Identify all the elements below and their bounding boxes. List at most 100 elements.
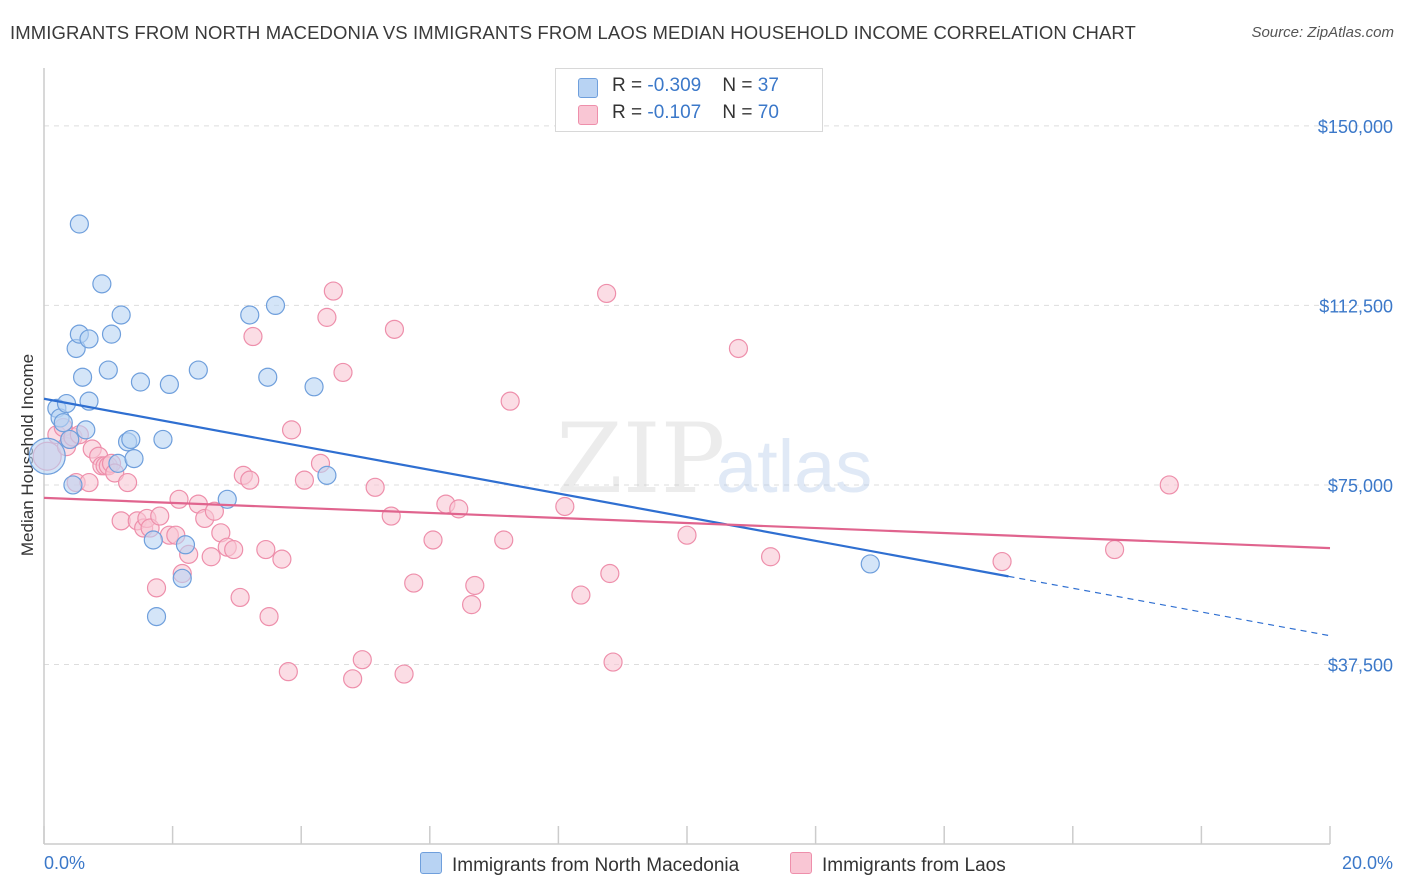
y-axis-label: Median Household Income [18, 354, 37, 556]
north-macedonia-point [108, 453, 128, 473]
north-macedonia-point [79, 329, 99, 349]
laos-point [728, 338, 749, 359]
laos-point [343, 669, 363, 689]
laos-point [323, 281, 343, 301]
y-tick-label: $75,000 [1328, 476, 1393, 496]
north-macedonia-point [130, 372, 151, 392]
gridlines [44, 125, 1394, 665]
legend-row-north-macedonia: R = -0.309 N = 37 [556, 73, 822, 101]
north-macedonia-point [98, 360, 118, 380]
laos-point [240, 470, 260, 490]
y-tick-label: $112,500 [1319, 296, 1393, 316]
series-north-macedonia-points [28, 214, 880, 627]
laos-point [1104, 539, 1125, 560]
source-label: Source: ZipAtlas.com [1251, 24, 1394, 41]
north-macedonia-point [101, 324, 122, 344]
laos-point [117, 472, 138, 493]
laos-point [555, 496, 575, 517]
watermark-zip: ZIP [556, 403, 725, 515]
north-macedonia-point [258, 367, 278, 387]
laos-point [278, 662, 298, 682]
laos-point [677, 525, 697, 545]
north-macedonia-point [153, 429, 173, 450]
x-tick-label: 0.0% [44, 853, 85, 873]
legend-swatch-blue [578, 78, 598, 98]
north-macedonia-point [265, 295, 286, 316]
north-macedonia-point [111, 305, 131, 325]
laos-point [1159, 475, 1179, 495]
laos-point [272, 549, 292, 569]
bottom-legend-laos: Immigrants from Laos [790, 852, 1006, 877]
north-macedonia-trendline-extension [1008, 575, 1331, 637]
north-macedonia-point [60, 429, 80, 450]
bottom-legend-label: Immigrants from Laos [822, 855, 1006, 876]
north-macedonia-point [172, 568, 192, 588]
chart-title: IMMIGRANTS FROM NORTH MACEDONIA VS IMMIG… [10, 22, 1136, 43]
north-macedonia-point [72, 367, 93, 387]
bottom-legend-swatch-blue [420, 852, 442, 874]
laos-point [500, 391, 520, 411]
laos-point [243, 326, 263, 347]
north-macedonia-point [146, 606, 167, 627]
laos-point [365, 477, 385, 497]
laos-point [224, 539, 244, 560]
north-macedonia-point [188, 360, 208, 380]
laos-point [465, 575, 485, 596]
north-macedonia-point [143, 530, 163, 550]
laos-point [150, 506, 170, 526]
laos-point [281, 420, 302, 440]
laos-point [333, 362, 353, 383]
legend-n-value: 70 [757, 102, 779, 123]
laos-trendline [43, 496, 1331, 550]
north-macedonia-point [76, 420, 96, 440]
x-tick-labels: 0.0% 20.0% [44, 853, 1393, 873]
north-macedonia-point [159, 374, 179, 394]
legend-n-label: N = [722, 102, 758, 123]
laos-point [317, 307, 337, 327]
north-macedonia-trendline [43, 397, 1009, 578]
laos-point [204, 501, 224, 521]
legend-r-label: R = [612, 102, 648, 123]
laos-point [384, 319, 405, 339]
north-macedonia-point [121, 429, 141, 450]
legend-n-label: N = [722, 75, 758, 96]
laos-point [603, 652, 623, 672]
north-macedonia-point [28, 437, 66, 475]
y-tick-label: $150,000 [1318, 117, 1393, 137]
bottom-legend-label: Immigrants from North Macedonia [452, 855, 740, 876]
x-tick-label: 20.0% [1342, 853, 1393, 873]
bottom-legend-swatch-pink [790, 852, 812, 874]
north-macedonia-point [92, 274, 112, 294]
legend-n-value: 37 [757, 75, 779, 96]
laos-point [494, 530, 514, 550]
laos-point [461, 595, 482, 615]
watermark: ZIP atlas [556, 403, 872, 515]
laos-point [352, 650, 372, 670]
north-macedonia-point [240, 305, 260, 325]
laos-point [404, 573, 424, 593]
north-macedonia-point [53, 413, 73, 433]
laos-point [256, 539, 276, 560]
series-laos-points [32, 281, 1179, 689]
laos-point [146, 578, 167, 598]
bottom-legend-north-macedonia: Immigrants from North Macedonia [420, 852, 739, 877]
legend-swatch-pink [578, 105, 598, 125]
laos-point [259, 606, 279, 627]
laos-point [600, 563, 620, 584]
laos-point [423, 530, 443, 550]
north-macedonia-point [124, 449, 144, 469]
trendlines [43, 397, 1331, 637]
laos-point [394, 664, 414, 684]
legend-row-laos: R = -0.107 N = 70 [556, 100, 822, 128]
legend-r-value: -0.107 [647, 102, 702, 123]
laos-point [201, 547, 221, 567]
y-tick-labels: $37,500 $75,000 $112,500 $150,000 [1318, 117, 1393, 676]
laos-point [111, 511, 131, 531]
legend-r-label: R = [612, 75, 648, 96]
laos-point [597, 283, 617, 304]
laos-point [169, 489, 189, 509]
legend-r-value: -0.309 [647, 75, 702, 96]
north-macedonia-point [175, 535, 196, 555]
laos-point [992, 551, 1012, 572]
